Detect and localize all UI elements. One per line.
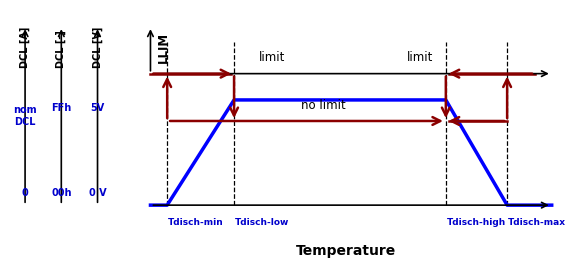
Text: Tdisch-low: Tdisch-low (235, 218, 290, 227)
Text: no limit: no limit (301, 99, 346, 112)
Text: FFh: FFh (51, 103, 71, 113)
Text: Tdisch-high: Tdisch-high (447, 218, 506, 227)
Text: Temperature: Temperature (295, 244, 396, 258)
Text: limit: limit (407, 51, 433, 64)
Text: Tdisch-max: Tdisch-max (508, 218, 566, 227)
Text: 0: 0 (22, 188, 28, 198)
Text: DCL [A]: DCL [A] (20, 27, 30, 68)
Text: 5V: 5V (90, 103, 105, 113)
Text: LLIM: LLIM (157, 32, 170, 63)
Text: 00h: 00h (51, 188, 71, 198)
Text: 0 V: 0 V (89, 188, 107, 198)
Text: DCL [V]: DCL [V] (92, 27, 103, 68)
Text: limit: limit (259, 51, 286, 64)
Text: nom
DCL: nom DCL (13, 105, 37, 127)
Text: DCL [-]: DCL [-] (56, 31, 66, 68)
Text: Tdisch-min: Tdisch-min (168, 218, 224, 227)
